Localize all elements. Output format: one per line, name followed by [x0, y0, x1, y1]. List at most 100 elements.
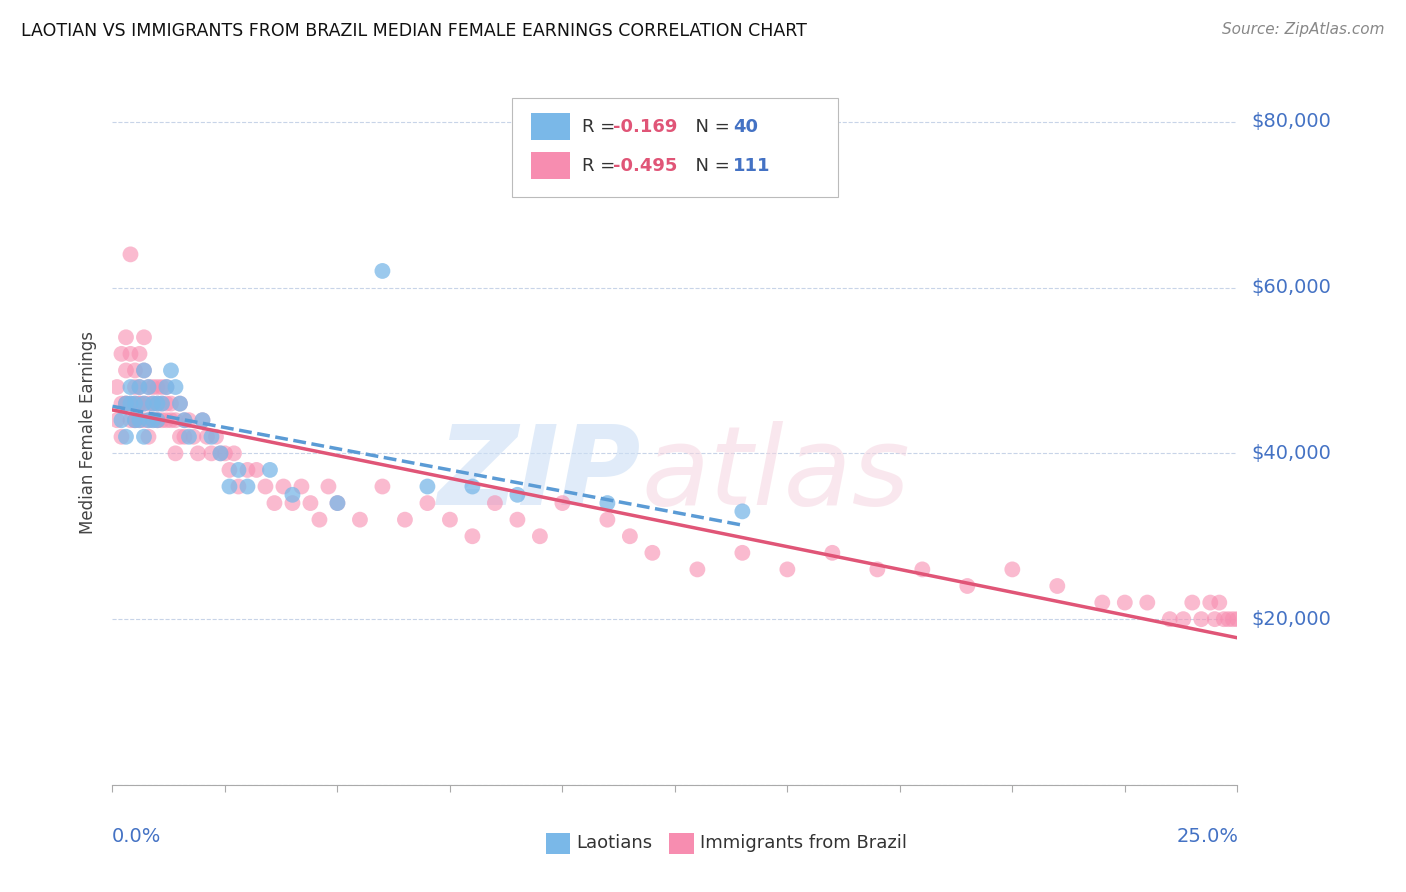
Point — [142, 380, 165, 394]
Text: -0.169: -0.169 — [613, 118, 678, 136]
Point — [124, 363, 146, 377]
Point — [439, 513, 461, 527]
Text: ZIP: ZIP — [437, 421, 641, 528]
Point — [146, 413, 169, 427]
Point — [124, 396, 146, 410]
Point — [200, 430, 222, 444]
Point — [132, 430, 155, 444]
Point — [506, 513, 529, 527]
Point — [281, 488, 304, 502]
Text: 0.0%: 0.0% — [111, 827, 160, 847]
Y-axis label: Median Female Earnings: Median Female Earnings — [79, 331, 97, 534]
Point — [128, 396, 150, 410]
Point — [165, 380, 187, 394]
Point — [115, 363, 138, 377]
Point — [254, 479, 277, 493]
Point — [155, 396, 177, 410]
Point — [209, 446, 232, 460]
Point — [128, 396, 150, 410]
Point — [1114, 596, 1136, 610]
Point — [218, 479, 240, 493]
Point — [1189, 612, 1212, 626]
Point — [115, 430, 138, 444]
Point — [596, 513, 619, 527]
Point — [169, 396, 191, 410]
Point — [191, 413, 214, 427]
Point — [177, 430, 200, 444]
Point — [150, 413, 173, 427]
Point — [132, 363, 155, 377]
Point — [173, 413, 195, 427]
Point — [263, 496, 285, 510]
Point — [416, 479, 439, 493]
Point — [132, 413, 155, 427]
Text: R =: R = — [582, 118, 620, 136]
Point — [821, 546, 844, 560]
Point — [150, 380, 173, 394]
Point — [245, 463, 267, 477]
Point — [155, 380, 177, 394]
Point — [142, 396, 165, 410]
Point — [105, 413, 128, 427]
Point — [641, 546, 664, 560]
Point — [138, 396, 160, 410]
Point — [394, 513, 416, 527]
Point — [124, 413, 146, 427]
Text: R =: R = — [582, 157, 620, 175]
Point — [120, 396, 142, 410]
Point — [222, 446, 245, 460]
Point — [484, 496, 506, 510]
Point — [1212, 612, 1234, 626]
Point — [776, 562, 799, 576]
Point — [128, 380, 150, 394]
Point — [160, 396, 183, 410]
Point — [110, 413, 132, 427]
Text: LAOTIAN VS IMMIGRANTS FROM BRAZIL MEDIAN FEMALE EARNINGS CORRELATION CHART: LAOTIAN VS IMMIGRANTS FROM BRAZIL MEDIAN… — [21, 22, 807, 40]
Point — [146, 413, 169, 427]
Point — [155, 413, 177, 427]
Text: Source: ZipAtlas.com: Source: ZipAtlas.com — [1222, 22, 1385, 37]
Point — [686, 562, 709, 576]
Point — [1173, 612, 1195, 626]
Point — [200, 446, 222, 460]
Point — [128, 380, 150, 394]
Point — [214, 446, 236, 460]
Bar — [531, 113, 571, 140]
Point — [132, 396, 155, 410]
Point — [236, 463, 259, 477]
Point — [731, 546, 754, 560]
Point — [138, 380, 160, 394]
Point — [1159, 612, 1181, 626]
Point — [1199, 596, 1222, 610]
Point — [110, 430, 132, 444]
Point — [146, 413, 169, 427]
Point — [146, 380, 169, 394]
Point — [169, 396, 191, 410]
Point — [273, 479, 295, 493]
Bar — [531, 153, 571, 179]
Point — [228, 479, 250, 493]
Point — [110, 396, 132, 410]
Point — [183, 430, 205, 444]
Point — [1181, 596, 1204, 610]
Point — [124, 380, 146, 394]
Point — [506, 488, 529, 502]
Text: atlas: atlas — [641, 421, 910, 528]
Point — [1218, 612, 1240, 626]
Point — [128, 347, 150, 361]
Point — [228, 463, 250, 477]
Point — [416, 496, 439, 510]
Point — [165, 413, 187, 427]
Point — [150, 396, 173, 410]
Point — [236, 479, 259, 493]
Point — [120, 247, 142, 261]
Point — [1222, 612, 1244, 626]
Point — [138, 380, 160, 394]
Point — [187, 446, 209, 460]
Point — [138, 430, 160, 444]
Point — [110, 347, 132, 361]
Point — [160, 413, 183, 427]
Point — [128, 413, 150, 427]
Point — [146, 396, 169, 410]
Point — [132, 363, 155, 377]
